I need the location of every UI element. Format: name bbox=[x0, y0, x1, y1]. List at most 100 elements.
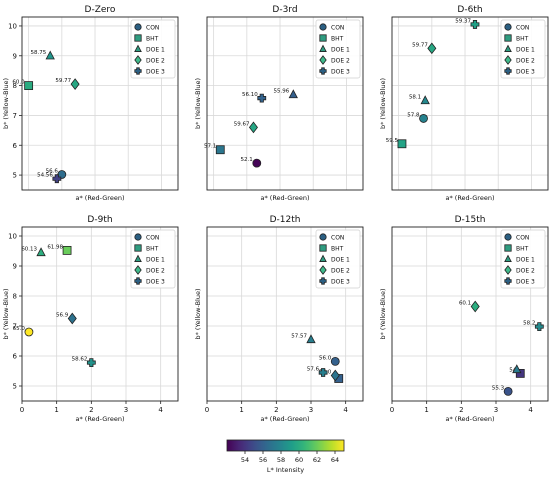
y-tick-label: 7 bbox=[13, 323, 17, 331]
chart-title: D-3rd bbox=[272, 5, 297, 15]
legend-marker-doe-2 bbox=[134, 265, 142, 275]
legend-label: DOE 2 bbox=[331, 58, 350, 65]
data-label: 58.62 bbox=[72, 357, 88, 363]
legend-marker-bht bbox=[319, 34, 327, 42]
chart-title: D-12th bbox=[270, 215, 301, 225]
x-tick-label: 4 bbox=[158, 406, 163, 414]
data-label: 65.0 bbox=[13, 326, 26, 332]
legend-marker-con bbox=[319, 23, 327, 31]
y-tick-label: 9 bbox=[13, 52, 17, 60]
point-con bbox=[503, 386, 513, 396]
point-doe-1 bbox=[36, 247, 46, 257]
x-tick-label: 4 bbox=[528, 406, 533, 414]
legend-marker-bht bbox=[134, 244, 142, 252]
x-tick-label: 4 bbox=[343, 406, 348, 414]
chart-panel-4: D-9th 5 6 7 8 9 10 0 1 2 3 4 a* (Red-Green) b* (Yello… bbox=[2, 215, 179, 423]
chart-panel-3: D-6th a* (Red-Green) b* (Yellow-Blue) 57.8 5… bbox=[379, 5, 549, 202]
y-axis-label: b* (Yellow-Blue) bbox=[2, 288, 10, 339]
point-doe-2 bbox=[248, 121, 258, 134]
legend-label: CON bbox=[146, 235, 159, 242]
legend-label: BHT bbox=[331, 246, 344, 253]
chart-panel-1: D-Zero 5 6 7 8 9 10 a* (Red-Green) b* (Yellow-Bl… bbox=[2, 5, 179, 202]
x-tick-label: 0 bbox=[390, 406, 394, 414]
legend-marker-doe-1 bbox=[504, 254, 512, 262]
data-label: 58.1 bbox=[409, 95, 421, 101]
y-tick-label: 8 bbox=[13, 293, 17, 301]
point-doe-1 bbox=[512, 364, 522, 374]
legend-marker-con bbox=[134, 23, 142, 31]
colorbar-tick-label: 56 bbox=[259, 456, 267, 464]
chart-title: D-6th bbox=[457, 5, 482, 15]
legend-label: CON bbox=[146, 25, 159, 32]
point-doe-2 bbox=[67, 312, 77, 325]
point-bht bbox=[515, 368, 525, 378]
y-tick-label: 6 bbox=[13, 353, 18, 361]
y-axis-label: b* (Yellow-Blue) bbox=[2, 78, 10, 129]
x-axis-label: a* (Red-Green) bbox=[446, 194, 495, 202]
legend-label: BHT bbox=[331, 36, 344, 43]
data-label: 57.57 bbox=[291, 334, 307, 340]
y-axis-label: b* (Yellow-Blue) bbox=[379, 78, 387, 129]
colorbar-tick-label: 54 bbox=[241, 456, 249, 464]
point-doe-2 bbox=[70, 78, 80, 90]
y-tick-label: 10 bbox=[8, 22, 17, 30]
colorbar-label: L* Intensity bbox=[267, 466, 304, 474]
chart-panel-6: D-15th 0 1 2 3 4 a* (Red-Green) b* (Yellow-Blue… bbox=[379, 215, 549, 423]
data-label: 57.8 bbox=[407, 112, 420, 118]
legend-marker-doe-2 bbox=[319, 55, 327, 65]
point-doe-3 bbox=[534, 322, 544, 332]
legend-box bbox=[130, 19, 176, 79]
data-label: 55.3 bbox=[492, 385, 505, 391]
chart-panel-2: D-3rd a* (Red-Green) b* (Yellow-Blue) 52.1 5… bbox=[194, 5, 364, 202]
point-con bbox=[252, 158, 262, 168]
legend-label: DOE 2 bbox=[516, 58, 535, 65]
colorbar-tick-label: 58 bbox=[277, 456, 285, 464]
data-label: 55.96 bbox=[274, 89, 290, 95]
legend-marker-doe-1 bbox=[319, 44, 327, 52]
legend-label: BHT bbox=[516, 36, 529, 43]
plot-frame bbox=[206, 16, 364, 191]
legend: CON BHT DOE 1 DOE 2 DOE 3 bbox=[500, 19, 546, 79]
point-con bbox=[24, 327, 34, 337]
legend-label: BHT bbox=[516, 246, 529, 253]
data-label: 57.6 bbox=[307, 367, 320, 373]
legend-label: DOE 2 bbox=[331, 268, 350, 275]
legend-marker-doe-2 bbox=[319, 265, 327, 275]
data-label: 54 bbox=[509, 367, 516, 373]
colorbar-tick-label: 64 bbox=[331, 456, 339, 464]
legend-label: DOE 3 bbox=[146, 279, 165, 286]
point-doe-1 bbox=[420, 95, 430, 105]
chart-title: D-9th bbox=[87, 215, 112, 225]
plot-frame bbox=[206, 226, 364, 402]
x-axis-label: a* (Red-Green) bbox=[261, 194, 310, 202]
data-label: 59.37 bbox=[455, 18, 471, 24]
legend-label: BHT bbox=[146, 36, 159, 43]
x-axis-label: a* (Red-Green) bbox=[76, 194, 125, 202]
x-tick-label: 3 bbox=[124, 406, 128, 414]
legend-label: CON bbox=[331, 235, 344, 242]
x-axis-label: a* (Red-Green) bbox=[446, 415, 495, 423]
point-doe-2 bbox=[470, 300, 480, 313]
colorbar-gradient bbox=[226, 439, 345, 452]
point-bht bbox=[24, 81, 34, 91]
data-label: 59.5 bbox=[386, 138, 399, 144]
data-label: 56.10 bbox=[242, 92, 258, 98]
data-label: 59.77 bbox=[412, 42, 428, 48]
y-axis-label: b* (Yellow-Blue) bbox=[194, 78, 202, 129]
legend-marker-bht bbox=[504, 34, 512, 42]
legend-box bbox=[315, 229, 361, 289]
legend-label: DOE 3 bbox=[331, 279, 350, 286]
chart-title: D-15th bbox=[455, 215, 486, 225]
legend-label: DOE 2 bbox=[516, 268, 535, 275]
legend-label: BHT bbox=[146, 246, 159, 253]
legend-marker-doe-3 bbox=[504, 277, 512, 285]
legend-marker-doe-3 bbox=[319, 67, 327, 75]
data-label: 57.1 bbox=[204, 144, 216, 150]
legend-marker-bht bbox=[319, 244, 327, 252]
legend: CON BHT DOE 1 DOE 2 DOE 3 bbox=[130, 19, 176, 79]
legend-marker-doe-1 bbox=[134, 44, 142, 52]
legend: CON BHT DOE 1 DOE 2 DOE 3 bbox=[315, 229, 361, 289]
point-doe-3 bbox=[257, 93, 267, 103]
point-doe-3 bbox=[52, 174, 62, 184]
legend-label: DOE 1 bbox=[516, 257, 535, 264]
